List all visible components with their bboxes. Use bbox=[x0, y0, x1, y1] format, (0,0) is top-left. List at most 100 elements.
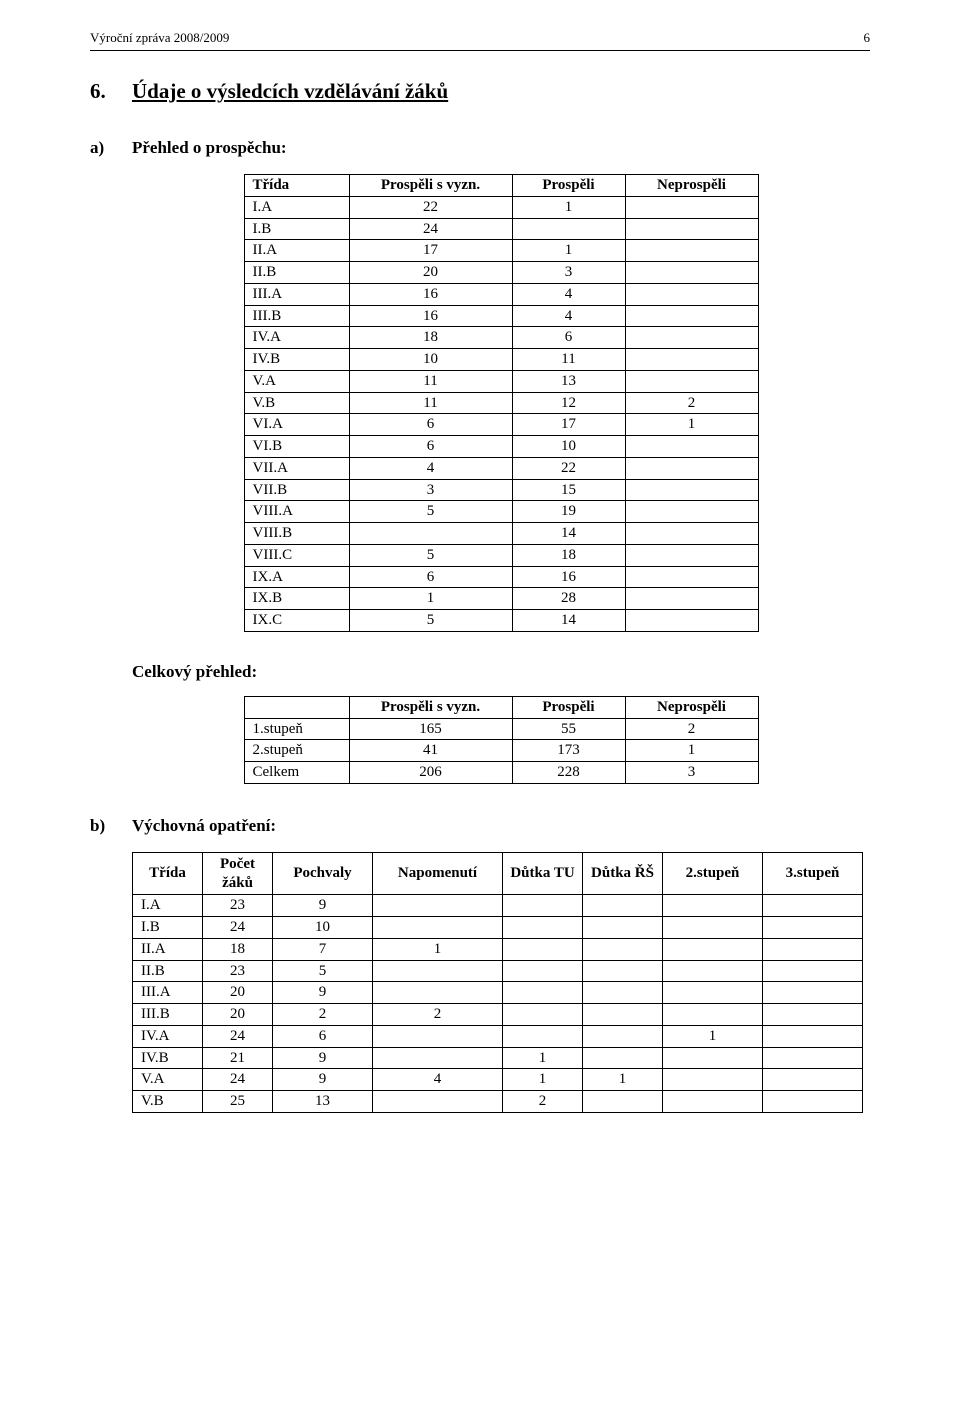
table-row: V.B25132 bbox=[133, 1091, 863, 1113]
table-cell bbox=[583, 982, 663, 1004]
col-neprospeli: Neprospěli bbox=[625, 175, 758, 197]
table-cell: III.A bbox=[133, 982, 203, 1004]
table-cell bbox=[625, 566, 758, 588]
subsection-a-title: Přehled o prospěchu: bbox=[132, 138, 287, 157]
table-row: IV.B1011 bbox=[244, 349, 758, 371]
table-cell bbox=[583, 1091, 663, 1113]
table-cell bbox=[583, 895, 663, 917]
table-cell: 1 bbox=[503, 1047, 583, 1069]
table-cell bbox=[503, 1025, 583, 1047]
table-cell: 2 bbox=[373, 1004, 503, 1026]
table-cell bbox=[373, 1047, 503, 1069]
table-cell: 5 bbox=[349, 610, 512, 632]
table-cell: 25 bbox=[203, 1091, 273, 1113]
col-prospeli-vyzn: Prospěli s vyzn. bbox=[349, 696, 512, 718]
celkovy-heading: Celkový přehled: bbox=[132, 662, 870, 682]
table-row: II.A171 bbox=[244, 240, 758, 262]
table-cell: I.B bbox=[244, 218, 349, 240]
table-cell bbox=[625, 610, 758, 632]
table-cell: 24 bbox=[203, 1069, 273, 1091]
table-cell bbox=[373, 1091, 503, 1113]
table-cell: I.A bbox=[244, 196, 349, 218]
col-empty bbox=[244, 696, 349, 718]
table-row: I.A239 bbox=[133, 895, 863, 917]
table-cell: IV.B bbox=[244, 349, 349, 371]
col-prospeli: Prospěli bbox=[512, 175, 625, 197]
table-row: III.A209 bbox=[133, 982, 863, 1004]
table-cell bbox=[503, 960, 583, 982]
table-row: III.A164 bbox=[244, 283, 758, 305]
section-heading: 6.Údaje o výsledcích vzdělávání žáků bbox=[90, 79, 870, 104]
table-cell bbox=[625, 349, 758, 371]
table-cell bbox=[625, 370, 758, 392]
table-cell bbox=[373, 1025, 503, 1047]
table-cell: 1 bbox=[625, 740, 758, 762]
table-cell: V.A bbox=[133, 1069, 203, 1091]
subsection-b-heading: b)Výchovná opatření: bbox=[90, 816, 870, 836]
table-cell: 6 bbox=[349, 436, 512, 458]
table-header-row: Třída Prospěli s vyzn. Prospěli Neprospě… bbox=[244, 175, 758, 197]
table-cell bbox=[625, 283, 758, 305]
table-cell: 23 bbox=[203, 895, 273, 917]
table-cell: V.A bbox=[244, 370, 349, 392]
table-cell: 9 bbox=[273, 982, 373, 1004]
table-cell: 12 bbox=[512, 392, 625, 414]
table-row: IV.A186 bbox=[244, 327, 758, 349]
table-cell bbox=[663, 1004, 763, 1026]
col-pochvaly: Pochvaly bbox=[273, 852, 373, 895]
table-row: III.B164 bbox=[244, 305, 758, 327]
table-cell bbox=[503, 982, 583, 1004]
table-cell: 22 bbox=[349, 196, 512, 218]
table-header-row: Prospěli s vyzn. Prospěli Neprospěli bbox=[244, 696, 758, 718]
table-cell bbox=[625, 240, 758, 262]
table-cell bbox=[512, 218, 625, 240]
table-cell: 4 bbox=[349, 457, 512, 479]
table-cell: II.B bbox=[244, 262, 349, 284]
table-cell: 10 bbox=[273, 917, 373, 939]
col-napomenuti: Napomenutí bbox=[373, 852, 503, 895]
table-row: I.A221 bbox=[244, 196, 758, 218]
table-cell: I.B bbox=[133, 917, 203, 939]
table-cell bbox=[625, 196, 758, 218]
table-cell bbox=[583, 1047, 663, 1069]
table-cell: 16 bbox=[349, 283, 512, 305]
col-pocet-zaku: Počet žáků bbox=[203, 852, 273, 895]
table-cell bbox=[583, 1025, 663, 1047]
table-cell bbox=[503, 917, 583, 939]
table-cell bbox=[625, 436, 758, 458]
table-cell: 13 bbox=[273, 1091, 373, 1113]
table-cell: 17 bbox=[349, 240, 512, 262]
subsection-a-heading: a)Přehled o prospěchu: bbox=[90, 138, 870, 158]
table-cell: 3 bbox=[512, 262, 625, 284]
col-trida: Třída bbox=[133, 852, 203, 895]
table-cell bbox=[763, 938, 863, 960]
table-cell bbox=[625, 305, 758, 327]
table-cell bbox=[503, 895, 583, 917]
table-cell: III.B bbox=[133, 1004, 203, 1026]
table-cell bbox=[503, 1004, 583, 1026]
table-cell: 1 bbox=[349, 588, 512, 610]
table-row: VIII.C518 bbox=[244, 544, 758, 566]
table-cell: II.A bbox=[244, 240, 349, 262]
subsection-b-body: Třída Počet žáků Pochvaly Napomenutí Důt… bbox=[132, 852, 870, 1113]
table-cell: 28 bbox=[512, 588, 625, 610]
table-cell: 13 bbox=[512, 370, 625, 392]
table-cell bbox=[373, 917, 503, 939]
table-cell: IV.A bbox=[133, 1025, 203, 1047]
table-cell: 228 bbox=[512, 762, 625, 784]
table-cell bbox=[663, 960, 763, 982]
table-cell: 16 bbox=[349, 305, 512, 327]
table-cell: 6 bbox=[349, 566, 512, 588]
table-cell: 9 bbox=[273, 895, 373, 917]
table-cell: 11 bbox=[349, 392, 512, 414]
table-cell: 9 bbox=[273, 1047, 373, 1069]
col-prospeli: Prospěli bbox=[512, 696, 625, 718]
table-cell: II.A bbox=[133, 938, 203, 960]
table-cell bbox=[663, 917, 763, 939]
table-header-row: Třída Počet žáků Pochvaly Napomenutí Důt… bbox=[133, 852, 863, 895]
table-cell bbox=[625, 523, 758, 545]
table-cell: 18 bbox=[203, 938, 273, 960]
table-cell: II.B bbox=[133, 960, 203, 982]
table-cell: VIII.B bbox=[244, 523, 349, 545]
table-cell: 24 bbox=[203, 1025, 273, 1047]
